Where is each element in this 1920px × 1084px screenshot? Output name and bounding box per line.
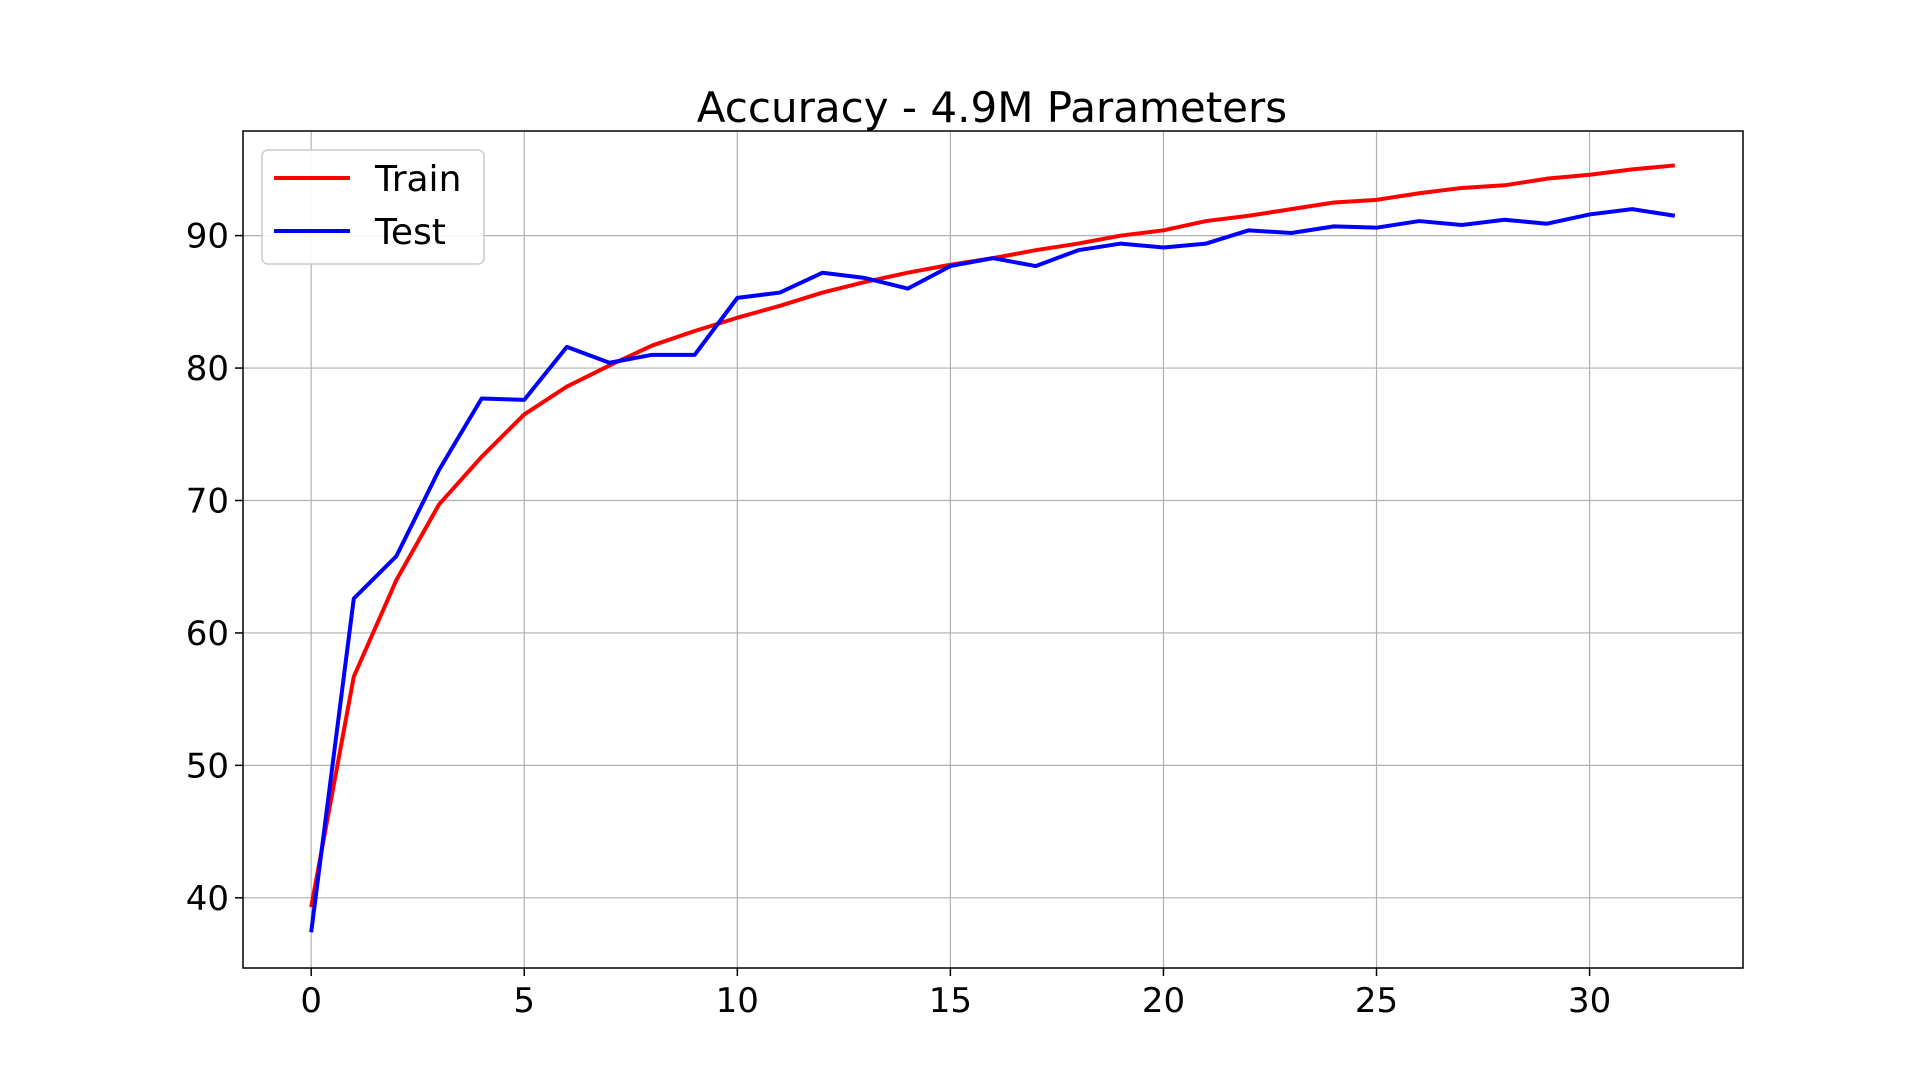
series-lines xyxy=(309,163,1676,933)
y-tick-label-70: 70 xyxy=(186,481,229,521)
x-tick-label-20: 20 xyxy=(1142,981,1185,1021)
chart-title: Accuracy - 4.9M Parameters xyxy=(697,83,1287,132)
x-tick-label-30: 30 xyxy=(1568,981,1611,1021)
x-tick-label-15: 15 xyxy=(929,981,972,1021)
y-tick-label-60: 60 xyxy=(186,614,229,654)
legend-label-test: Test xyxy=(374,212,446,253)
x-tick-label-25: 25 xyxy=(1355,981,1398,1021)
series-line-train xyxy=(309,163,1676,908)
axis-ticks: 0 5 10 15 20 25 30 40 50 60 70 80 90 xyxy=(186,217,1611,1021)
y-tick-label-90: 90 xyxy=(186,217,229,257)
legend-label-train: Train xyxy=(374,159,461,200)
x-tick-label-0: 0 xyxy=(300,981,322,1021)
series-line-test xyxy=(309,207,1676,933)
x-tick-label-10: 10 xyxy=(716,981,759,1021)
x-tick-label-5: 5 xyxy=(513,981,535,1021)
y-tick-label-40: 40 xyxy=(186,879,229,919)
y-tick-label-80: 80 xyxy=(186,349,229,389)
grid-lines xyxy=(243,131,1743,968)
y-tick-label-50: 50 xyxy=(186,746,229,786)
plot-area-frame xyxy=(242,130,1744,969)
legend: Train Test xyxy=(261,149,485,265)
